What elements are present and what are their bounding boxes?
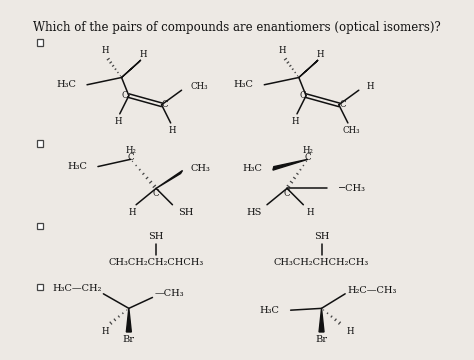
Text: C: C: [339, 100, 346, 109]
Polygon shape: [121, 60, 141, 77]
Text: CH₃: CH₃: [343, 126, 360, 135]
Polygon shape: [319, 309, 324, 332]
Text: CH₃CH₂CHCH₂CH₃: CH₃CH₂CHCH₂CH₃: [274, 258, 369, 267]
Polygon shape: [127, 309, 131, 332]
Text: C: C: [299, 91, 306, 100]
Bar: [37, 223, 44, 229]
Text: H₃C: H₃C: [260, 306, 280, 315]
Text: H: H: [114, 117, 122, 126]
Text: H: H: [101, 328, 109, 337]
Text: C: C: [128, 153, 134, 162]
Text: H₂: H₂: [302, 146, 313, 155]
Text: H₃C—CH₂: H₃C—CH₂: [52, 284, 101, 293]
Text: H: H: [307, 207, 314, 216]
Polygon shape: [273, 159, 308, 170]
Text: C: C: [305, 153, 311, 162]
Text: Br: Br: [316, 335, 328, 344]
Text: H: H: [101, 46, 109, 55]
Text: H: H: [140, 50, 147, 59]
Text: H₃C: H₃C: [56, 80, 76, 89]
Text: Which of the pairs of compounds are enantiomers (optical isomers)?: Which of the pairs of compounds are enan…: [33, 21, 441, 34]
Text: C: C: [162, 100, 169, 109]
Bar: [37, 140, 44, 147]
Text: H: H: [129, 207, 136, 216]
Text: H: H: [317, 50, 324, 59]
Text: H: H: [347, 328, 355, 337]
Text: SH: SH: [178, 207, 193, 216]
Text: H: H: [169, 126, 176, 135]
Text: HS: HS: [246, 207, 262, 216]
Bar: [37, 284, 44, 290]
Text: CH₃: CH₃: [191, 164, 210, 173]
Text: C: C: [122, 91, 128, 100]
Bar: [37, 39, 44, 46]
Text: SH: SH: [148, 232, 164, 241]
Text: −CH₃: −CH₃: [338, 184, 366, 193]
Text: H: H: [292, 117, 299, 126]
Text: H₂: H₂: [125, 146, 136, 155]
Text: Br: Br: [123, 335, 135, 344]
Text: C: C: [283, 189, 290, 198]
Text: CH₃CH₂CH₂CHCH₃: CH₃CH₂CH₂CHCH₃: [109, 258, 204, 267]
Text: H: H: [366, 82, 374, 91]
Text: H₂C—CH₃: H₂C—CH₃: [347, 286, 396, 295]
Text: C: C: [153, 189, 159, 198]
Text: H: H: [279, 46, 286, 55]
Polygon shape: [156, 171, 182, 188]
Polygon shape: [299, 60, 318, 77]
Text: H₃C: H₃C: [243, 164, 263, 173]
Text: CH₃: CH₃: [191, 82, 208, 91]
Text: H₃C: H₃C: [67, 162, 87, 171]
Text: H₃C: H₃C: [234, 80, 254, 89]
Text: SH: SH: [314, 232, 329, 241]
Text: —CH₃: —CH₃: [155, 289, 184, 298]
